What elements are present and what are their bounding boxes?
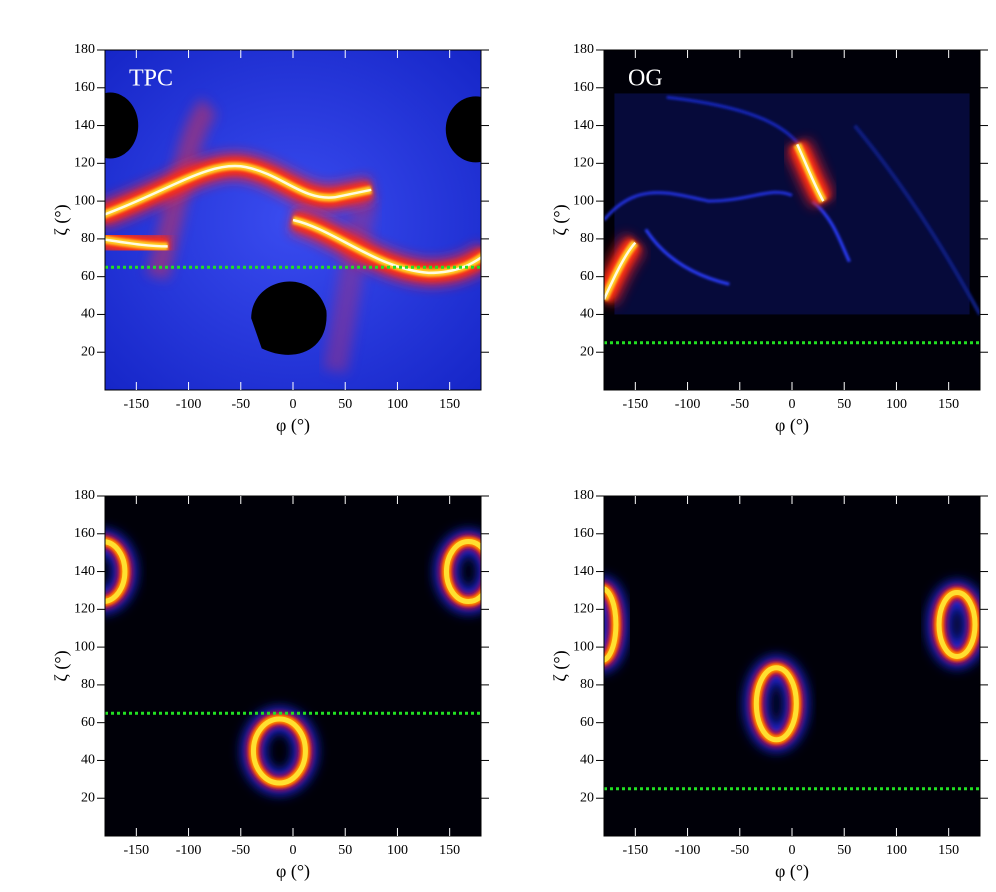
- y-tick-label: 80: [81, 231, 95, 246]
- x-tick-label: 50: [837, 843, 851, 858]
- y-axis-label: ζ (°): [51, 204, 72, 235]
- y-tick-label: 20: [81, 790, 95, 805]
- x-axis-label: φ (°): [276, 415, 310, 436]
- x-tick-label: -50: [730, 397, 749, 412]
- x-tick-label: -150: [622, 397, 648, 412]
- heat-line: [604, 190, 793, 221]
- x-tick-label: 150: [938, 397, 959, 412]
- heat-core: [443, 539, 481, 605]
- y-tick-label: 160: [573, 80, 594, 95]
- x-tick-label: 150: [439, 843, 460, 858]
- x-tick-label: -50: [231, 397, 250, 412]
- x-tick-label: -100: [176, 397, 202, 412]
- y-tick-label: 160: [573, 526, 594, 541]
- y-tick-label: 60: [580, 269, 594, 284]
- y-tick-label: 140: [74, 564, 95, 579]
- x-tick-label: 150: [439, 397, 460, 412]
- heat-glow: [322, 197, 378, 374]
- y-tick-label: 120: [573, 602, 594, 617]
- x-tick-label: 150: [938, 843, 959, 858]
- shadow-region: [251, 281, 327, 355]
- heat-core: [292, 218, 481, 275]
- heatmap: [604, 50, 980, 390]
- x-tick-label: -100: [176, 843, 202, 858]
- y-tick-label: 180: [573, 42, 594, 57]
- x-tick-label: 100: [387, 397, 408, 412]
- heat-core: [250, 716, 308, 786]
- heat-core: [604, 241, 637, 300]
- y-tick-label: 40: [81, 307, 95, 322]
- heat-core: [753, 665, 799, 743]
- heat-line: [644, 199, 851, 286]
- y-tick-label: 120: [74, 156, 95, 171]
- shadow-region: [445, 96, 481, 163]
- y-tick-label: 40: [81, 753, 95, 768]
- y-tick-label: 60: [580, 715, 594, 730]
- x-tick-label: 50: [338, 397, 352, 412]
- x-tick-label: -150: [123, 843, 149, 858]
- y-tick-label: 160: [74, 80, 95, 95]
- x-tick-label: 100: [387, 843, 408, 858]
- x-tick-label: 0: [789, 843, 796, 858]
- y-tick-label: 140: [573, 564, 594, 579]
- x-tick-label: 100: [886, 843, 907, 858]
- x-tick-label: 0: [290, 843, 297, 858]
- x-tick-label: -150: [123, 397, 149, 412]
- x-tick-label: -50: [730, 843, 749, 858]
- heat-faint: [614, 93, 970, 315]
- x-tick-label: -100: [675, 843, 701, 858]
- y-tick-label: 40: [580, 307, 594, 322]
- y-tick-label: 60: [81, 715, 95, 730]
- heat-core: [105, 164, 372, 216]
- y-tick-label: 100: [573, 639, 594, 654]
- y-tick-label: 180: [573, 488, 594, 503]
- y-tick-label: 80: [81, 677, 95, 692]
- y-tick-label: 100: [74, 193, 95, 208]
- y-tick-label: 180: [74, 488, 95, 503]
- heat-core: [796, 143, 825, 202]
- y-axis-label: ζ (°): [550, 204, 571, 235]
- panel-label: OG: [628, 66, 663, 92]
- heatmap: [105, 496, 481, 836]
- heat-core: [105, 238, 168, 248]
- heat-core: [604, 586, 619, 663]
- panel-label: TPC: [129, 66, 173, 92]
- y-tick-label: 60: [81, 269, 95, 284]
- heat-core: [936, 589, 978, 659]
- y-tick-label: 140: [74, 118, 95, 133]
- heat-core: [105, 539, 128, 604]
- heatmap: [604, 496, 980, 836]
- x-tick-label: 100: [886, 397, 907, 412]
- x-axis-label: φ (°): [775, 861, 809, 882]
- y-tick-label: 100: [573, 193, 594, 208]
- x-tick-label: 50: [837, 397, 851, 412]
- x-tick-label: -100: [675, 397, 701, 412]
- x-axis-label: φ (°): [775, 415, 809, 436]
- x-tick-label: 50: [338, 843, 352, 858]
- heat-line: [853, 124, 980, 316]
- heatmap: [105, 50, 481, 390]
- x-axis-label: φ (°): [276, 861, 310, 882]
- y-tick-label: 80: [580, 231, 594, 246]
- y-tick-label: 80: [580, 677, 594, 692]
- y-tick-label: 20: [580, 790, 594, 805]
- x-tick-label: 0: [290, 397, 297, 412]
- y-tick-label: 180: [74, 42, 95, 57]
- x-tick-label: -150: [622, 843, 648, 858]
- y-tick-label: 120: [573, 156, 594, 171]
- y-tick-label: 20: [580, 344, 594, 359]
- y-tick-label: 120: [74, 602, 95, 617]
- y-tick-label: 140: [573, 118, 594, 133]
- y-tick-label: 100: [74, 639, 95, 654]
- y-tick-label: 20: [81, 344, 95, 359]
- y-tick-label: 40: [580, 753, 594, 768]
- y-axis-label: ζ (°): [51, 650, 72, 681]
- shadow-region: [105, 92, 139, 159]
- x-tick-label: 0: [789, 397, 796, 412]
- y-axis-label: ζ (°): [550, 650, 571, 681]
- y-tick-label: 160: [74, 526, 95, 541]
- x-tick-label: -50: [231, 843, 250, 858]
